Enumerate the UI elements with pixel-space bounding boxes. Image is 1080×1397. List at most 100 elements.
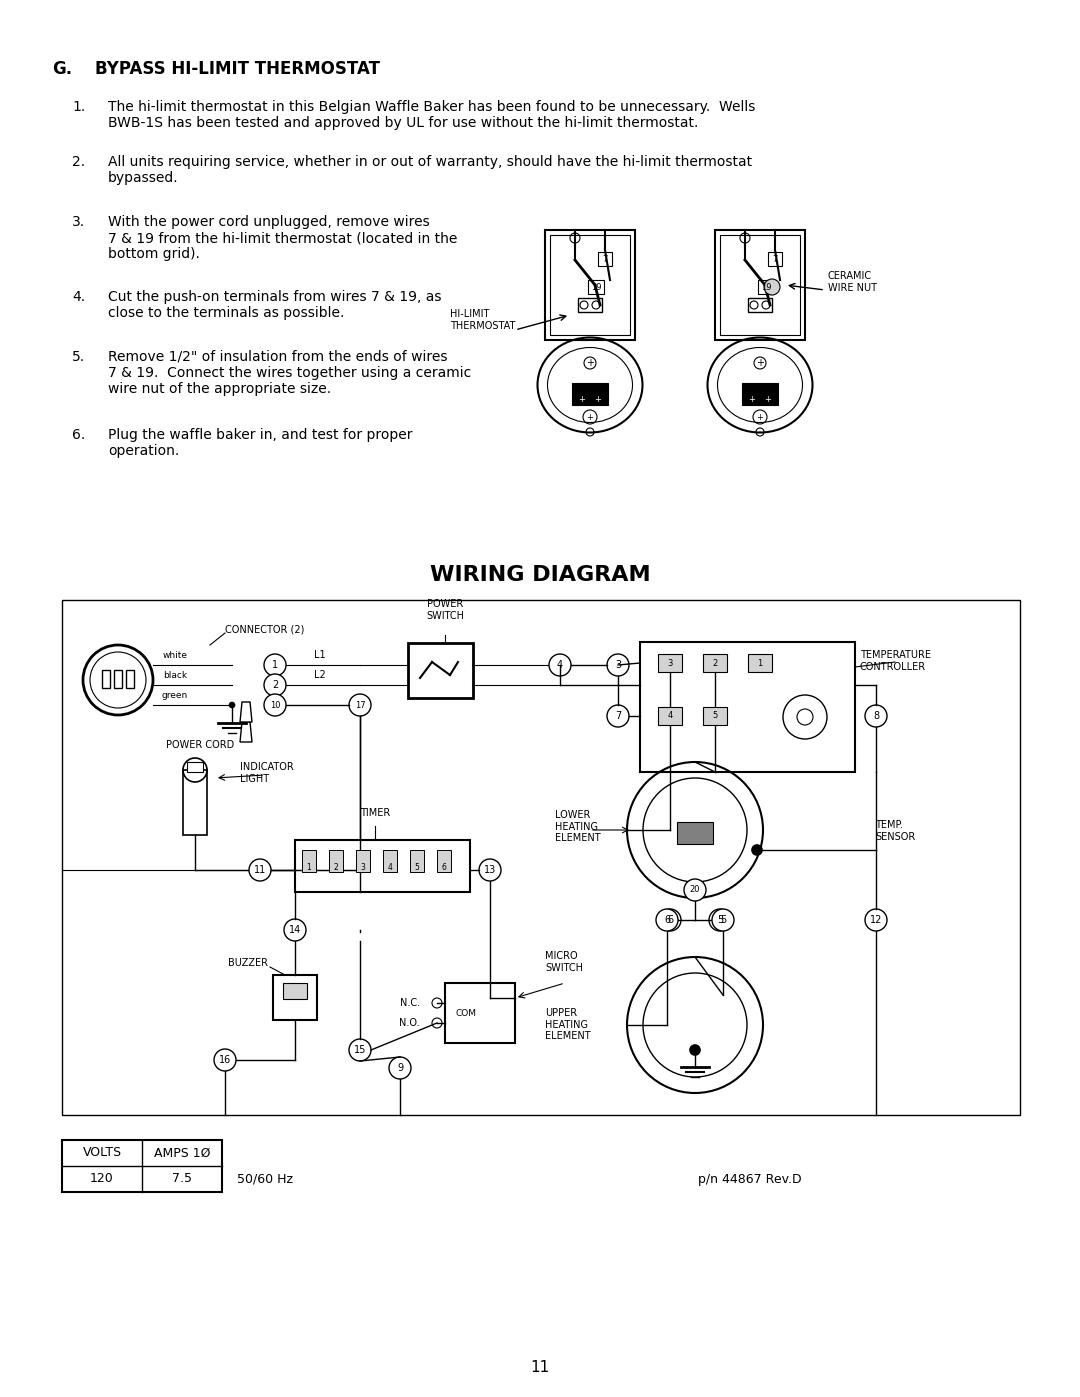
Text: 13: 13: [484, 865, 496, 875]
Bar: [62, 599, 1020, 1115]
Bar: [703, 707, 727, 725]
Circle shape: [249, 859, 271, 882]
Text: 7: 7: [603, 254, 608, 264]
Text: 1.: 1.: [72, 101, 85, 115]
Text: TEMP.
SENSOR: TEMP. SENSOR: [875, 820, 915, 841]
Text: 2: 2: [272, 680, 279, 690]
Text: 20: 20: [690, 886, 700, 894]
Text: 120: 120: [90, 1172, 113, 1186]
Text: TEMPERATURE
CONTROLLER: TEMPERATURE CONTROLLER: [860, 650, 931, 672]
Text: 4: 4: [667, 711, 673, 721]
Text: 6: 6: [442, 863, 446, 873]
Text: 3: 3: [615, 659, 621, 671]
Bar: [102, 671, 110, 687]
Text: The hi-limit thermostat in this Belgian Waffle Baker has been found to be unnece: The hi-limit thermostat in this Belgian …: [108, 101, 755, 130]
Circle shape: [690, 1045, 700, 1055]
Text: +: +: [765, 395, 771, 405]
Text: 5: 5: [720, 915, 726, 925]
Bar: [715, 231, 805, 339]
Bar: [703, 654, 727, 672]
Text: black: black: [163, 671, 187, 680]
Circle shape: [865, 705, 887, 726]
Text: N.O.: N.O.: [400, 1018, 420, 1028]
Text: Cut the push-on terminals from wires 7 & 19, as
close to the terminals as possib: Cut the push-on terminals from wires 7 &…: [108, 291, 442, 320]
Text: white: white: [162, 651, 188, 659]
Text: 3: 3: [667, 658, 673, 668]
Text: BUZZER: BUZZER: [228, 958, 268, 968]
Text: 11: 11: [530, 1361, 550, 1375]
Text: CONNECTOR (2): CONNECTOR (2): [225, 624, 305, 636]
Text: 7.5: 7.5: [172, 1172, 192, 1186]
Text: 4: 4: [388, 863, 392, 873]
Text: N.C.: N.C.: [400, 997, 420, 1009]
Text: CERAMIC
WIRE NUT: CERAMIC WIRE NUT: [828, 271, 877, 293]
Text: +: +: [586, 412, 593, 422]
Text: COM: COM: [455, 1009, 476, 1017]
Bar: [187, 761, 203, 773]
Text: 8: 8: [873, 711, 879, 721]
Circle shape: [712, 909, 734, 930]
Bar: [114, 671, 122, 687]
Bar: [295, 840, 470, 893]
Text: 7: 7: [772, 254, 778, 264]
Text: 14: 14: [288, 925, 301, 935]
Text: All units requiring service, whether in or out of warranty, should have the hi-l: All units requiring service, whether in …: [108, 155, 752, 186]
Text: 3: 3: [361, 863, 365, 873]
Circle shape: [656, 909, 678, 930]
Text: p/n 44867 Rev.D: p/n 44867 Rev.D: [698, 1172, 801, 1186]
Text: +: +: [756, 358, 764, 367]
Bar: [748, 654, 772, 672]
Bar: [545, 231, 635, 339]
Text: POWER
SWITCH: POWER SWITCH: [426, 599, 464, 622]
Circle shape: [659, 909, 681, 930]
Circle shape: [480, 859, 501, 882]
Text: LOWER
HEATING
ELEMENT: LOWER HEATING ELEMENT: [555, 810, 600, 844]
Bar: [758, 279, 774, 293]
Circle shape: [764, 279, 780, 295]
Text: +: +: [579, 395, 585, 405]
Circle shape: [865, 909, 887, 930]
Circle shape: [349, 1039, 372, 1060]
Bar: [550, 235, 630, 335]
Bar: [742, 383, 778, 405]
Circle shape: [708, 909, 731, 930]
Text: WIRING DIAGRAM: WIRING DIAGRAM: [430, 564, 650, 585]
Text: 5: 5: [713, 711, 717, 721]
Text: 4.: 4.: [72, 291, 85, 305]
Circle shape: [349, 694, 372, 717]
Text: 4: 4: [557, 659, 563, 671]
Text: 10: 10: [270, 700, 280, 710]
Bar: [720, 235, 800, 335]
Text: L1: L1: [314, 650, 326, 659]
Text: 2.: 2.: [72, 155, 85, 169]
Bar: [768, 251, 782, 265]
Bar: [383, 849, 397, 872]
Text: UPPER
HEATING
ELEMENT: UPPER HEATING ELEMENT: [545, 1009, 591, 1041]
Bar: [410, 849, 424, 872]
Bar: [302, 849, 316, 872]
Circle shape: [607, 654, 629, 676]
Bar: [572, 383, 608, 405]
Bar: [273, 975, 318, 1020]
Bar: [408, 643, 473, 698]
Text: TIMER: TIMER: [360, 807, 390, 819]
Bar: [283, 983, 307, 999]
Text: +: +: [595, 395, 602, 405]
Circle shape: [549, 654, 571, 676]
Circle shape: [389, 1058, 411, 1078]
Text: 5.: 5.: [72, 351, 85, 365]
Text: green: green: [162, 692, 188, 700]
Bar: [677, 821, 713, 844]
Text: POWER CORD: POWER CORD: [166, 740, 234, 750]
Bar: [658, 654, 681, 672]
Circle shape: [752, 845, 762, 855]
Text: 2: 2: [334, 863, 338, 873]
Bar: [356, 849, 370, 872]
Text: +: +: [748, 395, 755, 405]
Bar: [598, 251, 612, 265]
Text: 1: 1: [272, 659, 278, 671]
Text: 6: 6: [664, 915, 670, 925]
Bar: [640, 643, 855, 773]
Text: +: +: [586, 358, 594, 367]
Polygon shape: [240, 703, 252, 722]
